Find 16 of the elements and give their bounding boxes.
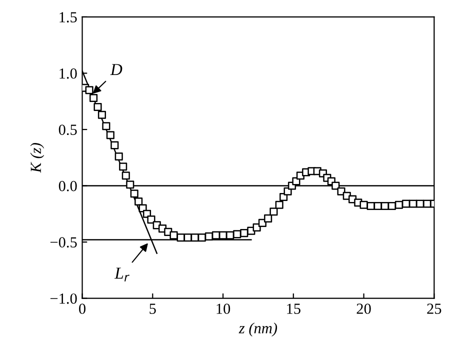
x-axis-title: z (nm) [238,322,278,336]
y-axis-title: K (z) [30,143,44,173]
x-tick-label: 25 [427,304,442,314]
y-tick-label: −1.0 [50,293,77,304]
x-tick-label: 15 [287,304,300,314]
y-tick-label: 0.0 [58,180,77,192]
annotation: L$_{r}$ [114,268,130,282]
y-tick-label: −0.5 [50,237,77,248]
annotation: D [110,64,122,76]
y-tick-label: 1.0 [60,68,77,79]
y-tick-label: 0.5 [58,124,77,136]
y-tick-label: 1.5 [60,12,77,22]
x-tick-label: 0 [79,304,86,314]
x-tick-label: 10 [216,304,230,314]
x-tick-label: 5 [150,304,156,314]
x-tick-label: 20 [356,304,371,314]
